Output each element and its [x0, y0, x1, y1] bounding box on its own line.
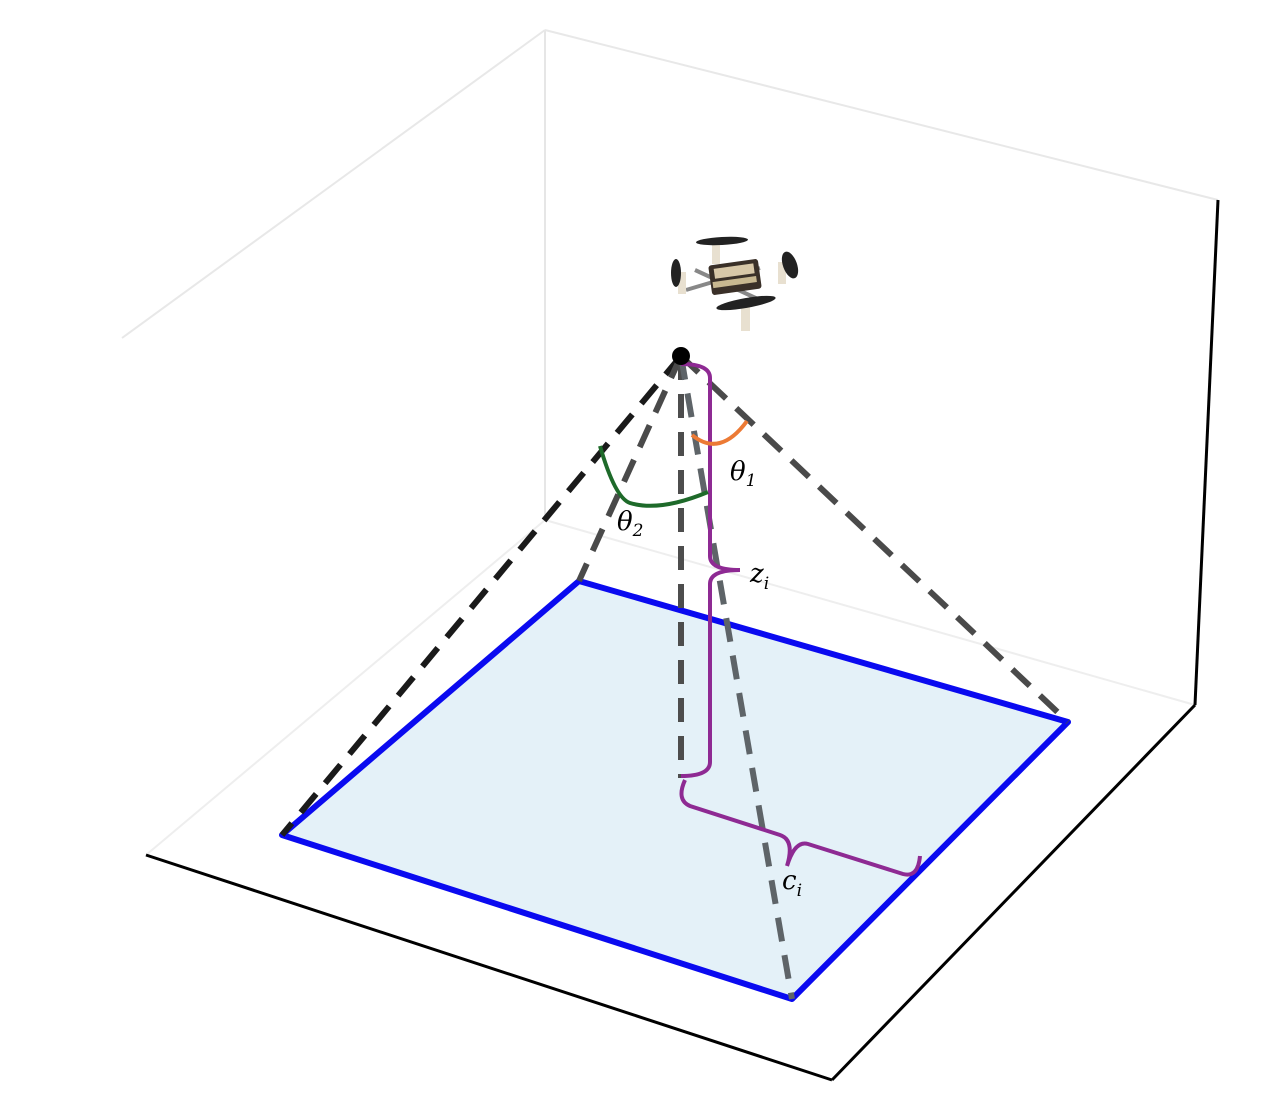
frustum-edge-right: [678, 353, 1071, 725]
back-top-edge-left: [121, 29, 546, 339]
frustum-edges: [279, 353, 1071, 1000]
c-brace: [679, 779, 922, 877]
z-brace: [680, 362, 741, 778]
front-left-floor-axis: [145, 853, 833, 1082]
theta1-label: θ1: [730, 457, 756, 491]
front-right-floor-axis: [830, 703, 1197, 1082]
theta2-label: θ2: [617, 507, 643, 541]
right-vertical-axis: [1193, 199, 1220, 706]
frustum-edge-back: [576, 354, 684, 583]
z-label: zi: [749, 559, 769, 594]
frustum-edge-front: [678, 355, 795, 1000]
back-top-edge-right: [544, 29, 1219, 201]
c-label: ci: [782, 866, 802, 901]
footprint-area: [279, 578, 1071, 1002]
frustum-edge-left: [279, 354, 684, 837]
theta2-arc: [598, 445, 709, 508]
quadcopter-drone-icon: [671, 236, 799, 331]
theta1-arc: [690, 419, 749, 446]
floor-back-left: [145, 519, 546, 856]
axes-box: [121, 29, 1220, 1082]
camera-origin-dot: [672, 347, 690, 365]
floor-back-right: [544, 519, 1196, 706]
